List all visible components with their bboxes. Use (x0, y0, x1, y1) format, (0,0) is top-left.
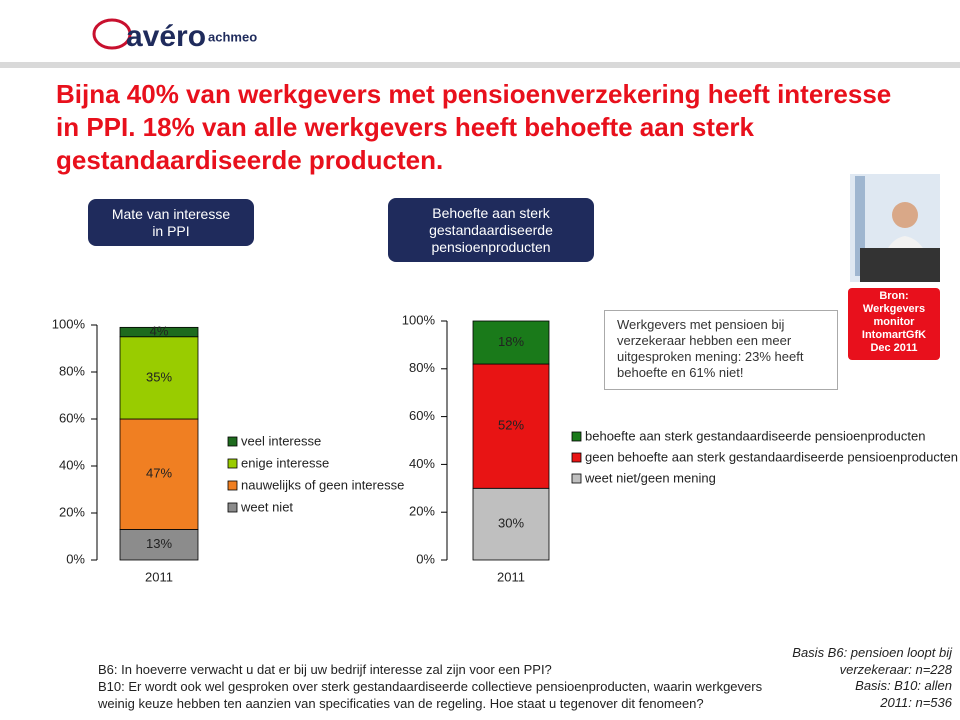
source-line: monitor (873, 316, 915, 328)
y-tick-label: 20% (59, 504, 85, 519)
bar-segment (472, 363, 550, 489)
header-band (0, 62, 960, 68)
basis-line: Basis B6: pensioen loopt bij (792, 645, 952, 660)
note: Werkgevers met pensioen bij verzekeraar … (604, 310, 838, 390)
data-label: 35% (146, 369, 172, 384)
y-tick-label: 40% (59, 457, 85, 472)
header-box: Mate van interesse in PPI (88, 199, 254, 246)
x-tick-label: 2011 (497, 569, 525, 584)
legend-swatch (227, 502, 238, 513)
basis-line: verzekeraar: n=228 (839, 661, 952, 677)
x-tick-label: 2011 (145, 569, 173, 584)
legend-label: nauwelijks of geen interesse (241, 477, 404, 492)
data-label: 47% (146, 466, 172, 481)
bar-segment (472, 487, 550, 561)
source-line: Bron: (879, 290, 909, 302)
source-line: Dec 2011 (870, 342, 918, 354)
y-tick-label: 80% (59, 363, 85, 378)
legend-swatch (571, 431, 582, 442)
footnote: B10: Er wordt ook wel gesproken over ste… (98, 679, 763, 694)
y-tick-label: 100% (52, 316, 86, 331)
bar-segment (119, 418, 199, 530)
note-line: behoefte en 61% niet! (617, 365, 744, 380)
logo-swirl (92, 18, 132, 50)
y-tick-label: 60% (59, 410, 85, 425)
note-line: Werkgevers met pensioen bij (617, 317, 785, 332)
y-tick-label: 0% (416, 551, 435, 566)
footnote: B6: In hoeverre verwacht u dat er bij uw… (98, 662, 552, 677)
y-tick-label: 0% (66, 551, 85, 566)
basis: Basis B6: pensioen loopt bij verzekeraar… (792, 645, 952, 711)
source-line: IntomartGfK (861, 329, 927, 341)
title-line: in PPI. 18% van alle werkgevers heeft be… (56, 112, 754, 142)
box-line: gestandaardiseerde (429, 221, 553, 238)
legend-swatch (227, 436, 238, 447)
box-line: Behoefte aan sterk (432, 204, 550, 221)
legend-swatch (227, 458, 238, 469)
legend-swatch (227, 480, 238, 491)
footnote: weinig keuze hebben ten aanzien van spec… (98, 696, 704, 711)
source-line: Werkgevers (862, 303, 926, 315)
data-label: 18% (498, 334, 524, 349)
note-line: verzekeraar hebben een meer (617, 333, 792, 348)
data-label: 30% (498, 516, 524, 531)
data-label: 13% (146, 536, 172, 551)
y-tick-label: 20% (409, 504, 435, 519)
legend-label: weet niet/geen mening (584, 470, 716, 485)
logo-sub: achmeo (208, 29, 257, 44)
legend-swatch (571, 473, 582, 484)
legend-label: weet niet (240, 499, 293, 514)
bar-segment (119, 326, 199, 338)
legend-label: enige interesse (241, 455, 329, 470)
box-line: pensioenproducten (431, 238, 551, 255)
header-box: Behoefte aan sterk gestandaardiseerde pe… (388, 198, 594, 262)
bar-segment (119, 336, 199, 420)
box-line: Mate van interesse (111, 205, 231, 222)
logo-name: avéro (126, 20, 206, 53)
title: Bijna 40% van werkgevers met pensioenver… (56, 78, 891, 177)
note-line: uitgesproken mening: 23% heeft (617, 349, 804, 364)
legend-label: geen behoefte aan sterk gestandaardiseer… (585, 449, 958, 464)
photo (850, 174, 940, 282)
title-line: gestandaardiseerde producten. (56, 145, 444, 175)
box-line: in PPI (152, 222, 190, 239)
y-tick-label: 80% (409, 360, 435, 375)
data-label: 4% (150, 323, 169, 338)
basis-line: 2011: n=536 (880, 694, 952, 710)
y-tick-label: 40% (409, 456, 435, 471)
bar-segment (119, 529, 199, 561)
y-tick-label: 60% (409, 408, 435, 423)
y-tick-label: 100% (402, 312, 436, 327)
legend-label: behoefte aan sterk gestandaardiseerde pe… (585, 428, 925, 443)
footnotes: B6: In hoeverre verwacht u dat er bij uw… (98, 661, 762, 712)
basis-line: Basis: B10: allen (855, 678, 952, 693)
data-label: 52% (498, 418, 524, 433)
legend-label: veel interesse (241, 433, 321, 448)
legend-swatch (571, 452, 582, 463)
source: Bron: Werkgevers monitor IntomartGfK Dec… (848, 288, 940, 360)
bar-segment (472, 320, 550, 365)
title-line: Bijna 40% van werkgevers met pensioenver… (56, 79, 892, 109)
